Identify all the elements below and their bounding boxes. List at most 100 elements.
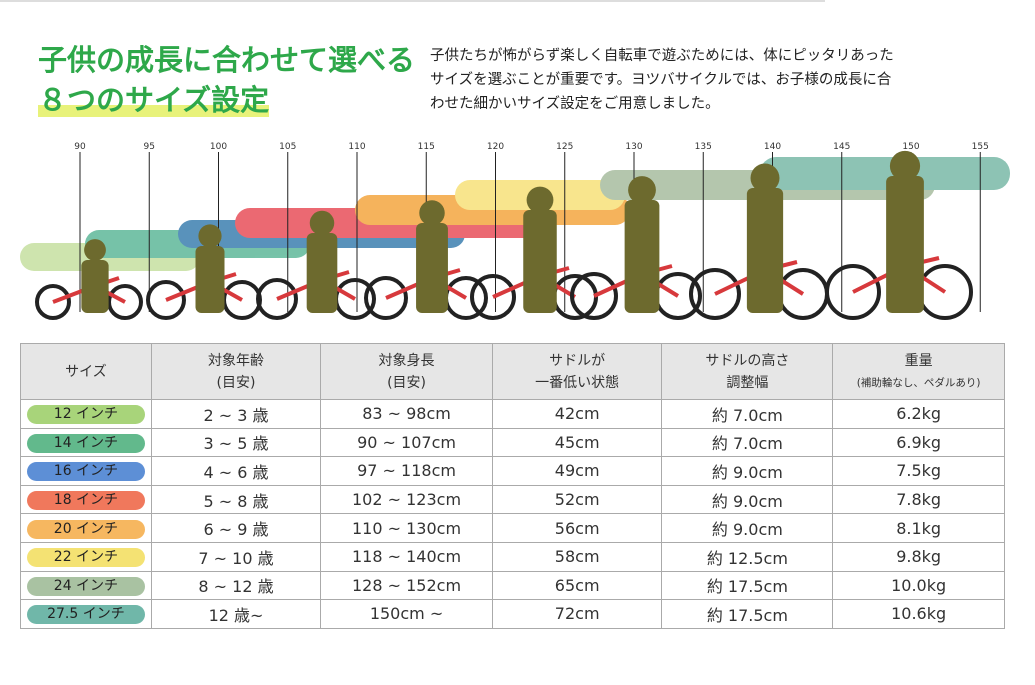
rider-body	[746, 188, 784, 313]
cell-text: 6.2kg	[896, 404, 942, 424]
cell-text: 約 9.0cm	[711, 520, 783, 540]
ruler-label: 135	[695, 142, 712, 152]
cell: 約 12.5cm	[661, 541, 834, 572]
row: 22 インチ 7 ~ 10 歳 118 ~ 140cm 58cm 約 12.5cm 9.8…	[20, 541, 1005, 572]
title-line: 子供の成長に合わせて選べる	[38, 43, 416, 77]
cell: 8.1kg	[832, 513, 1005, 543]
cell: 12 インチ	[20, 399, 152, 429]
wheel	[146, 280, 186, 320]
cell: 7.8kg	[832, 484, 1005, 515]
ruler-label: 95	[144, 142, 155, 152]
size-pill: 18 インチ	[26, 491, 145, 511]
cell-text: 10.6kg	[891, 604, 947, 624]
cell-text: 128 ~ 152cm	[352, 575, 462, 595]
ruler-label: 120	[487, 142, 504, 152]
cell-text: 58cm	[554, 547, 600, 567]
cell: 150cm ~	[320, 599, 493, 629]
wheel	[35, 284, 71, 320]
cell: 128 ~ 152cm	[320, 570, 493, 601]
cell: 22 インチ	[20, 541, 152, 572]
size-pill: 14 インチ	[26, 433, 145, 453]
cell: 20 インチ	[20, 513, 152, 543]
rider-head	[750, 163, 780, 193]
cell-text: 6.9kg	[896, 432, 942, 452]
cell: 8 ~ 12 歳	[150, 570, 322, 601]
ruler-label: 145	[833, 142, 850, 152]
cell: 65cm	[491, 570, 663, 601]
cell: 18 インチ	[20, 484, 152, 515]
title: 子供の成長に合わせて選べる ８つのサイズ設定	[38, 40, 415, 120]
cell: 102 ~ 123cm	[320, 484, 493, 515]
size-pill: 22 インチ	[26, 548, 145, 568]
ruler-label: 90	[74, 142, 86, 152]
cell-text: 118 ~ 140cm	[352, 547, 462, 567]
cell: 90 ~ 107cm	[320, 427, 493, 458]
cell: 2 ~ 3 歳	[150, 399, 322, 429]
header-text: 対象年齢	[208, 352, 265, 369]
rider-head	[84, 239, 106, 261]
cell: 49cm	[491, 456, 663, 486]
ruler-label: 105	[279, 142, 296, 152]
row: 14 インチ 3 ~ 5 歳 90 ~ 107cm 45cm 約 7.0cm 6.9kg	[20, 427, 1005, 458]
row: 27.5 インチ 12 歳~ 150cm ~ 72cm 約 17.5cm 10.6kg	[20, 599, 1005, 629]
header-text: 重量	[904, 352, 933, 369]
rider-head	[198, 224, 222, 248]
cell: 83 ~ 98cm	[320, 399, 493, 429]
cell-text: 8 ~ 12 歳	[198, 577, 274, 597]
cell: 12 歳~	[150, 599, 322, 629]
cell: 16 インチ	[20, 456, 152, 486]
wheel	[470, 274, 516, 320]
cell-text: 7.5kg	[896, 461, 942, 481]
title-line-text: ８つのサイズ設定	[38, 83, 270, 117]
wheel	[256, 278, 298, 320]
cell-text: 約 9.0cm	[711, 491, 783, 511]
row: 16 インチ 4 ~ 6 歳 97 ~ 118cm 49cm 約 9.0cm 7.5kg	[20, 456, 1005, 486]
cell: 約 17.5cm	[661, 570, 834, 601]
cell-text: 65cm	[554, 575, 600, 595]
cell: 7.5kg	[832, 456, 1005, 486]
rider-head	[526, 186, 554, 214]
cell-text: 約 17.5cm	[706, 605, 788, 625]
header-row: サイズ 対象年齢 (目安) 対象身長 (目安) サドルが 一番低い状態 サドルの高さ 調整幅 重量…	[20, 343, 1005, 400]
rider-body	[81, 260, 109, 313]
header-text: 対象身長	[378, 352, 435, 369]
cell-text: 7.8kg	[896, 490, 942, 510]
riders	[35, 150, 973, 320]
rider-body	[195, 246, 225, 313]
cell: 6.9kg	[832, 427, 1005, 458]
cell-text: 2 ~ 3 歳	[203, 405, 269, 425]
cell: 9.8kg	[832, 541, 1005, 572]
description: 子供たちが怖がらず楽しく自転車で遊ぶためには、体にピッタリあった サイズを選ぶこ…	[430, 44, 894, 116]
header-text: 調整幅	[726, 374, 769, 391]
cell: 110 ~ 130cm	[320, 513, 493, 543]
header-cell: 重量 (補助輪なし、ペダルあり)	[832, 343, 1005, 400]
row: 12 インチ 2 ~ 3 歳 83 ~ 98cm 42cm 約 7.0cm 6.2kg	[20, 399, 1005, 429]
rider-head	[889, 150, 921, 182]
cell-text: 6 ~ 9 歳	[203, 520, 269, 540]
header-text: サイズ	[65, 363, 107, 380]
cell-text: 102 ~ 123cm	[352, 490, 462, 510]
rider-body	[306, 233, 338, 313]
rider-body	[523, 210, 557, 313]
size-pill: 20 インチ	[26, 519, 145, 539]
cell: 58cm	[491, 541, 663, 572]
cell: 10.6kg	[832, 599, 1005, 629]
row: 18 インチ 5 ~ 8 歳 102 ~ 123cm 52cm 約 9.0cm 7.8kg	[20, 484, 1005, 515]
cell-text: 約 12.5cm	[706, 548, 788, 568]
cell: 24 インチ	[20, 570, 152, 601]
cell-text: 約 7.0cm	[711, 405, 783, 425]
wheel	[107, 284, 143, 320]
cell-text: 45cm	[554, 432, 600, 452]
size-illustration: 90 95 100 105 110 115 120 125 130 135 140 145 150 155	[20, 142, 1010, 320]
size-pill: 27.5 インチ	[26, 605, 145, 625]
cell-text: 3 ~ 5 歳	[203, 434, 269, 454]
title-line: ８つのサイズ設定	[38, 80, 415, 120]
header-text: (補助輪なし、ペダルあり)	[856, 376, 981, 389]
top-rule	[0, 0, 825, 2]
row: 20 インチ 6 ~ 9 歳 110 ~ 130cm 56cm 約 9.0cm 8.1kg	[20, 513, 1005, 543]
rider-head	[309, 210, 335, 236]
cell-text: 約 17.5cm	[706, 577, 788, 597]
header-text: サドルの高さ	[705, 352, 790, 369]
header-text: (目安)	[387, 374, 426, 391]
cell-text: 97 ~ 118cm	[357, 461, 456, 481]
